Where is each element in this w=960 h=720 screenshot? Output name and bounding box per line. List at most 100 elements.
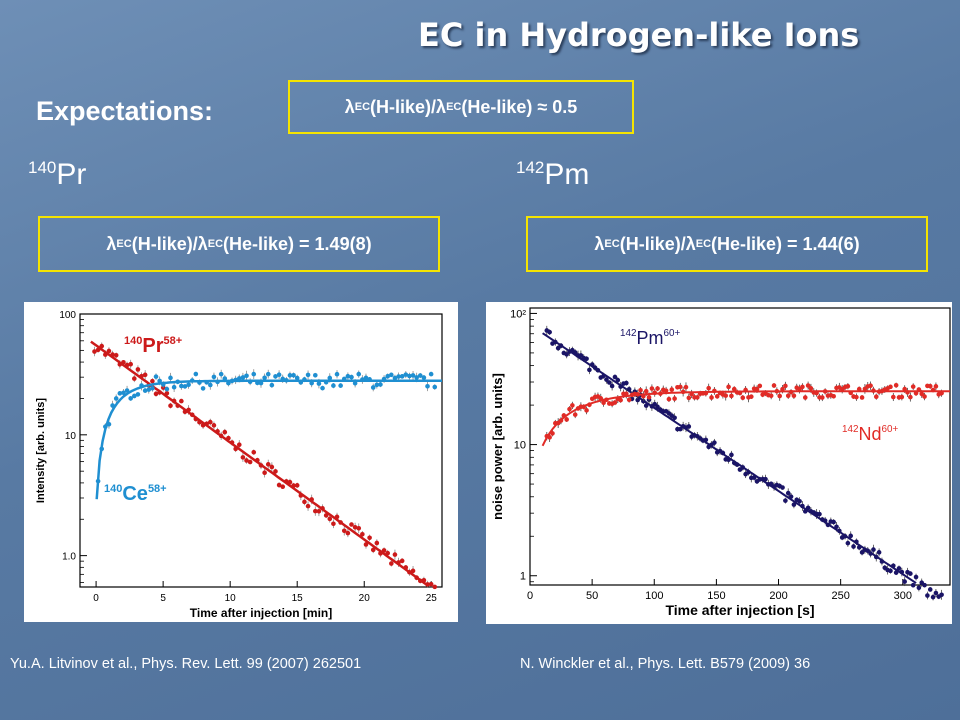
data-point — [851, 544, 856, 549]
element-symbol: Pr — [56, 158, 87, 191]
data-point — [349, 522, 354, 527]
data-point — [601, 400, 606, 406]
data-point — [615, 377, 621, 383]
data-point — [908, 394, 913, 400]
data-point — [153, 374, 159, 379]
data-point — [331, 521, 336, 527]
data-point — [757, 383, 763, 389]
data-point — [888, 384, 893, 390]
data-point — [672, 396, 677, 401]
data-point — [294, 375, 300, 381]
data-point — [262, 470, 267, 476]
data-point — [341, 528, 347, 534]
data-point — [564, 352, 569, 357]
data-point — [646, 394, 652, 400]
data-point — [567, 406, 572, 412]
data-point — [800, 384, 805, 390]
data-point — [113, 352, 119, 358]
data-point — [927, 383, 933, 389]
data-point — [331, 383, 336, 388]
x-tick-label: 0 — [93, 593, 99, 604]
data-point — [193, 371, 199, 377]
data-point — [349, 374, 354, 380]
data-point — [389, 372, 394, 378]
data-point — [222, 429, 228, 435]
data-point — [902, 386, 907, 392]
data-point — [128, 361, 133, 367]
data-point — [655, 386, 660, 391]
data-point — [893, 382, 899, 388]
data-point — [265, 371, 271, 377]
data-point — [338, 383, 343, 388]
data-point — [320, 385, 325, 391]
left-nuclide-label: 140Pr — [28, 158, 86, 192]
x-tick-label: 250 — [831, 590, 849, 602]
fit-curve — [542, 332, 917, 584]
data-point — [360, 531, 365, 537]
series-symbol: Pr — [142, 335, 163, 357]
y-axis-label: Intensity [arb. units] — [35, 398, 47, 503]
data-point — [211, 374, 217, 380]
data-point — [179, 383, 184, 389]
data-point — [933, 590, 939, 596]
data-point — [399, 558, 405, 564]
data-point — [888, 568, 893, 574]
data-point — [817, 511, 822, 517]
data-point — [604, 377, 609, 382]
data-point — [421, 375, 427, 380]
data-point — [396, 374, 401, 379]
data-point — [785, 490, 791, 496]
data-point — [211, 423, 217, 428]
data-point — [902, 579, 907, 584]
data-point — [121, 390, 126, 396]
data-point — [168, 403, 173, 409]
right-chart-panel: 0 50 100 150 200 250 300 10² 10 1 Time after injec… — [486, 302, 952, 624]
data-point — [910, 384, 916, 389]
data-point — [146, 387, 152, 392]
data-point — [643, 388, 649, 394]
data-point — [669, 387, 675, 392]
data-point — [584, 408, 589, 413]
data-point — [407, 373, 412, 379]
data-point — [876, 550, 882, 555]
data-point — [305, 372, 311, 378]
he-like-text: (He-like) = 1.44(6) — [711, 233, 860, 254]
data-point — [791, 393, 797, 399]
data-point — [117, 391, 123, 396]
data-point — [135, 392, 141, 397]
data-point — [410, 373, 416, 378]
data-point — [922, 582, 927, 588]
data-point — [142, 388, 148, 393]
x-tick-label: 15 — [292, 593, 304, 604]
data-point — [777, 393, 783, 399]
data-point — [345, 530, 351, 536]
data-point — [262, 375, 267, 381]
data-point — [609, 383, 615, 389]
y-tick-label: 10 — [65, 431, 77, 442]
y-tick-label: 10² — [510, 308, 526, 320]
data-point — [399, 374, 405, 379]
data-point — [925, 593, 930, 598]
data-point — [686, 395, 692, 401]
data-point — [414, 375, 419, 380]
series-symbol: Ce — [122, 483, 148, 505]
series-label: 140Pr58+ — [124, 335, 182, 357]
series-symbol: Pm — [636, 328, 663, 348]
data-point — [367, 535, 372, 541]
data-point — [856, 386, 862, 392]
ec-subscript: EC — [604, 238, 620, 250]
data-point — [845, 383, 851, 389]
series-mass: 142 — [620, 328, 636, 339]
data-point — [218, 371, 224, 377]
data-point — [723, 393, 729, 398]
data-point — [754, 386, 760, 392]
y-tick-label: 10 — [514, 440, 526, 452]
data-point — [273, 374, 278, 379]
data-point — [655, 404, 660, 410]
data-point — [374, 540, 380, 546]
data-point — [845, 540, 851, 546]
data-point — [791, 502, 797, 507]
data-point — [291, 373, 296, 378]
data-point — [370, 547, 376, 553]
data-point — [896, 566, 902, 571]
